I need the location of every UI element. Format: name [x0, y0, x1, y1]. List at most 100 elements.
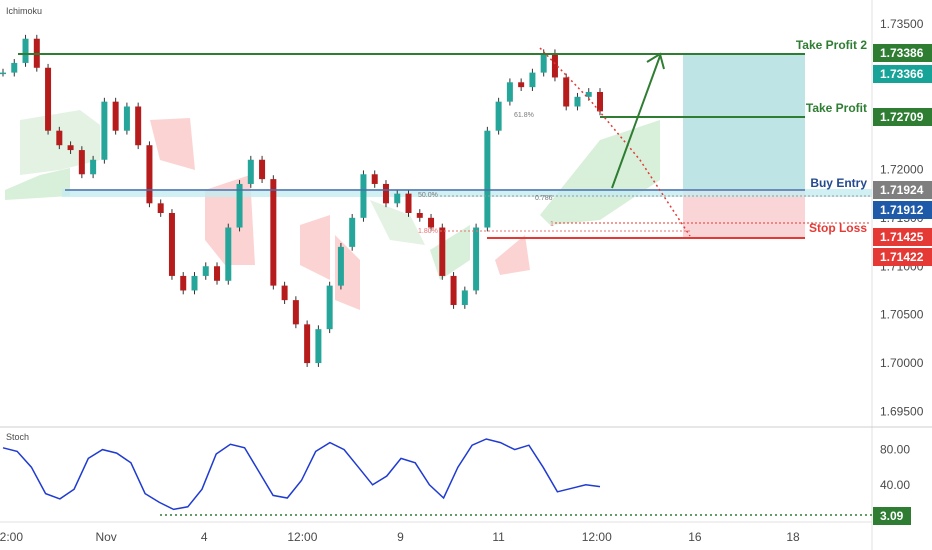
candle-body [495, 101, 502, 131]
sl-label: Stop Loss [809, 221, 867, 235]
candle-body [382, 183, 389, 204]
candle-body [45, 67, 52, 131]
tp1-badge-text: 1.72709 [880, 110, 924, 124]
stoch-tick-label: 80.00 [880, 443, 910, 457]
candle-body [484, 130, 491, 228]
teal-badge [873, 65, 932, 83]
time-tick-label: 12:00 [287, 530, 317, 544]
candle-body [337, 246, 344, 286]
candle-body [191, 275, 198, 291]
candle-body [439, 227, 446, 276]
candle-body [326, 285, 333, 330]
price-tick-label: 1.72000 [880, 162, 924, 176]
projection-path [539, 47, 691, 237]
time-axis: 12:00 Nov 4 12:00 9 11 12:00 16 18 [0, 530, 800, 544]
candle-body [67, 145, 74, 151]
sl-badge-text: 1.71425 [880, 230, 924, 244]
candle-body [202, 266, 209, 276]
tp2-badge [873, 44, 932, 62]
fib-50-label: 50.0% [418, 192, 438, 199]
candle-body [304, 324, 311, 364]
candle-body [78, 150, 85, 175]
stoch-line [2, 438, 601, 511]
candle-body [585, 91, 592, 97]
indicator-label: Ichimoku [6, 6, 42, 16]
candle-body [101, 101, 108, 160]
tp2-label: Take Profit 2 [796, 38, 867, 52]
candle-body [90, 159, 97, 175]
candle-body [214, 266, 221, 281]
candle-body [180, 275, 187, 291]
candle-body [56, 130, 63, 146]
cloud-segment [5, 168, 70, 200]
candle-body [360, 174, 367, 218]
cloud-segment [150, 118, 195, 170]
candle-body [259, 159, 266, 180]
teal-badge-text: 1.73366 [880, 67, 924, 81]
candle-body [281, 285, 288, 301]
red-badge [873, 248, 932, 266]
profit-zone [683, 54, 805, 190]
candle-body [529, 72, 536, 88]
cloud-segment [300, 215, 330, 280]
time-tick-label: 12:00 [582, 530, 612, 544]
fib-786-label: 0.786 [535, 195, 553, 202]
stoch-label: Stoch [6, 432, 29, 442]
fib-618-label: 61.8% [514, 112, 534, 119]
cloud-segment [370, 200, 425, 245]
cloud-segment [495, 235, 530, 275]
candle-body [597, 91, 603, 112]
price-tick-label: 1.73500 [880, 17, 924, 31]
stoch-badge [873, 507, 911, 525]
time-tick-label: Nov [95, 530, 116, 544]
stoch-axis: 80.00 40.00 [880, 443, 910, 492]
candle-body [315, 329, 322, 364]
entry-label: Buy Entry [810, 176, 867, 190]
candle-body [11, 62, 18, 73]
candle-body [540, 53, 547, 73]
time-tick-label: 11 [492, 530, 505, 544]
candle-body [146, 145, 153, 204]
candle-body [405, 193, 412, 213]
stoch-tick-label: 40.00 [880, 478, 910, 492]
candle-body [157, 203, 164, 213]
tp2-badge-text: 1.73386 [880, 46, 924, 60]
tp1-badge [873, 108, 932, 126]
entry-badge [873, 181, 932, 199]
candle-body [394, 193, 401, 204]
sl-badge [873, 228, 932, 246]
candle-body [270, 179, 277, 286]
candle-body [563, 77, 570, 107]
stoch-badge-text: 3.09 [880, 509, 904, 523]
time-tick-label: 4 [201, 530, 208, 544]
support-zone [62, 189, 872, 197]
blue-badge [873, 201, 932, 219]
candle-body [349, 217, 356, 247]
candle-body [416, 213, 423, 218]
red-badge-text: 1.71422 [880, 250, 924, 264]
cloud-segment [540, 120, 660, 225]
candle-body [225, 227, 232, 281]
bullish-arrow [611, 52, 665, 189]
candle-body [135, 106, 142, 146]
candle-body [461, 290, 468, 305]
fib-1-label: 1 [550, 221, 554, 228]
candle-body [450, 275, 457, 305]
entry-badge-text: 1.71924 [880, 183, 924, 197]
time-tick-label: 12:00 [0, 530, 23, 544]
candle-body [292, 300, 299, 325]
candle-body [168, 213, 175, 276]
candle-body [236, 183, 243, 228]
candle-body [518, 82, 525, 88]
time-tick-label: 18 [786, 530, 800, 544]
price-badges: 1.73386 1.73366 1.72709 1.71924 1.71912 … [873, 44, 932, 266]
blue-badge-text: 1.71912 [880, 203, 924, 217]
candle-body [22, 38, 29, 63]
candlesticks [0, 34, 603, 367]
candle-body [112, 101, 119, 131]
time-tick-label: 16 [688, 530, 702, 544]
candle-body [0, 72, 6, 75]
candle-body [473, 227, 480, 291]
tp1-label: Take Profit [806, 101, 867, 115]
